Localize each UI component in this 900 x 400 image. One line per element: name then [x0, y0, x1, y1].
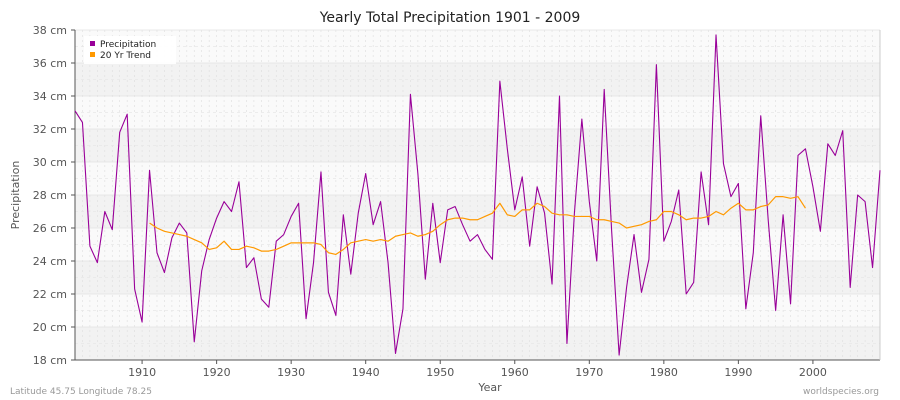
x-tick-label: 1960 [501, 366, 529, 379]
x-tick-label: 1980 [650, 366, 678, 379]
y-tick-label: 34 cm [33, 90, 67, 103]
legend: Precipitation 20 Yr Trend [84, 36, 176, 64]
legend-label-precipitation: Precipitation [100, 40, 156, 50]
x-tick-label: 1920 [203, 366, 231, 379]
legend-label-trend: 20 Yr Trend [100, 51, 151, 61]
y-tick-label: 38 cm [33, 24, 67, 37]
y-tick-label: 22 cm [33, 288, 67, 301]
y-tick-label: 28 cm [33, 189, 67, 202]
grid-lines [74, 29, 881, 361]
series-line-precipitation [74, 34, 881, 356]
x-tick-label: 1970 [575, 366, 603, 379]
x-tick-label: 2000 [799, 366, 827, 379]
y-axis-label: Precipitation [9, 161, 22, 230]
series-line-20yr-trend [149, 196, 806, 255]
legend-swatch-trend [90, 52, 95, 57]
axes: 18 cm 20 cm 22 cm 24 cm 26 cm 28 cm 30 cm 32 cm… [33, 24, 881, 379]
x-tick-label: 1950 [426, 366, 454, 379]
x-tick-label: 1930 [277, 366, 305, 379]
legend-box [84, 36, 176, 64]
x-tick-label: 1990 [724, 366, 752, 379]
x-tick-label: 1940 [352, 366, 380, 379]
footer-source: worldspecies.org [803, 387, 879, 397]
y-tick-label: 20 cm [33, 321, 67, 334]
y-tick-label: 26 cm [33, 222, 67, 235]
y-tick-label: 30 cm [33, 156, 67, 169]
footer-coordinates: Latitude 45.75 Longitude 78.25 [10, 387, 152, 397]
legend-swatch-precipitation [90, 41, 95, 46]
y-tick-label: 24 cm [33, 255, 67, 268]
y-tick-label: 36 cm [33, 57, 67, 70]
x-axis-label: Year [477, 381, 502, 394]
x-tick-label: 1910 [128, 366, 156, 379]
y-tick-label: 32 cm [33, 123, 67, 136]
y-tick-label: 18 cm [33, 354, 67, 367]
series-layer [74, 34, 881, 356]
chart-title: Yearly Total Precipitation 1901 - 2009 [319, 10, 581, 26]
